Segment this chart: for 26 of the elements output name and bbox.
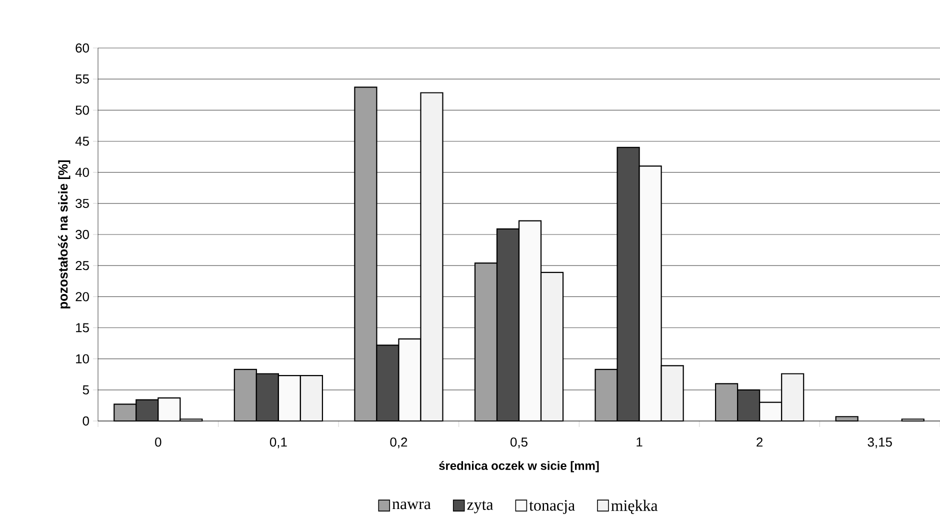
y-tick-label: 0 xyxy=(82,416,89,426)
y-tick-label: 10 xyxy=(76,354,89,364)
y-tick-label: 55 xyxy=(76,74,89,84)
x-tick-label: 2 xyxy=(756,438,763,447)
x-tick-label: 0,1 xyxy=(270,438,287,448)
y-axis-title: pozostałość na sicie [%] xyxy=(58,160,70,308)
y-tick-label: 25 xyxy=(76,260,89,270)
y-tick-label: 20 xyxy=(76,292,89,302)
legend-label: nawra xyxy=(392,502,431,510)
y-tick-label: 60 xyxy=(76,43,89,53)
x-tick-label: 0,2 xyxy=(390,438,408,448)
x-tick-label: 3,15 xyxy=(868,438,892,448)
x-tick-label: 1 xyxy=(636,438,642,446)
x-axis-title: średnica oczek w sicie [mm] xyxy=(439,461,599,472)
y-tick-label: 30 xyxy=(76,230,89,240)
y-tick-label: 35 xyxy=(76,198,89,208)
y-tick-label: 15 xyxy=(76,323,89,332)
legend-label: tonacja xyxy=(529,500,575,514)
y-tick-label: 50 xyxy=(76,106,89,115)
x-tick-label: 0,5 xyxy=(510,438,528,448)
legend-label: miękka xyxy=(611,500,658,514)
y-tick-label: 45 xyxy=(75,136,89,146)
legend-label: zyta xyxy=(467,500,494,514)
x-tick-label: 0 xyxy=(155,438,162,447)
y-tick-label: 40 xyxy=(75,168,89,177)
y-tick-label: 5 xyxy=(82,385,89,394)
